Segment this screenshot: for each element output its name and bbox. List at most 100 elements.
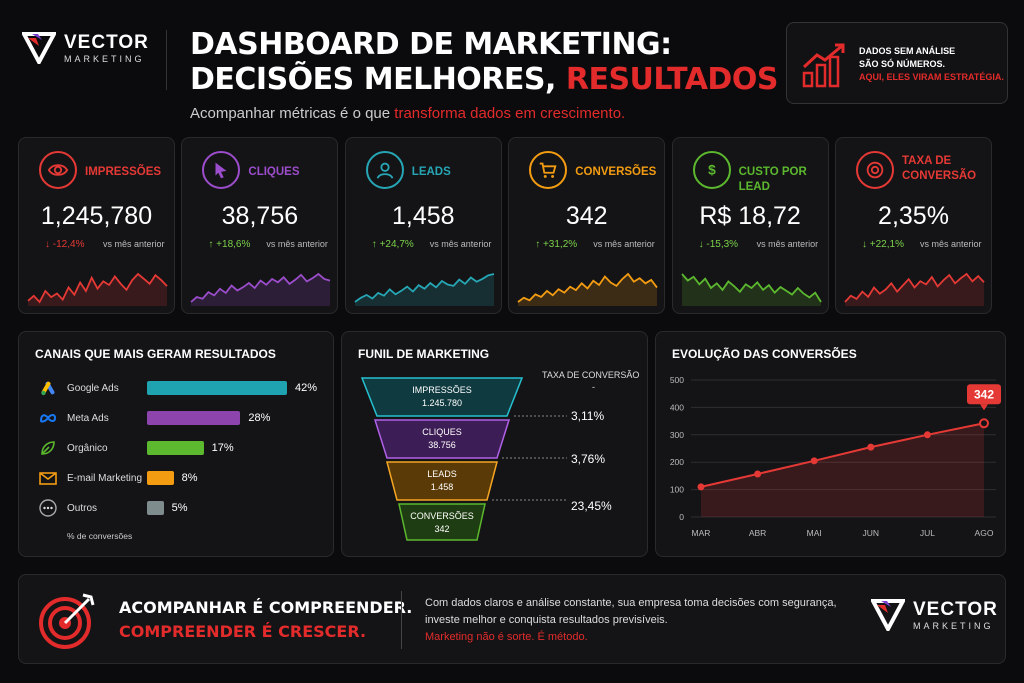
kpi-sparkline bbox=[190, 272, 331, 306]
kpi-change: ↓ +22,1% bbox=[862, 239, 904, 250]
channel-name: Outros bbox=[67, 502, 98, 514]
svg-text:$: $ bbox=[708, 163, 716, 178]
sparkline-area bbox=[354, 274, 494, 306]
y-tick-label: 300 bbox=[670, 430, 684, 440]
value-badge-pointer bbox=[980, 404, 988, 411]
kpi-vs: vs mês anterior bbox=[593, 239, 655, 249]
channels-note: % de conversões bbox=[67, 531, 133, 541]
data-point bbox=[923, 431, 931, 439]
channel-bar bbox=[147, 381, 287, 395]
kpi-card-3: CONVERSÕES 342 ↑ +31,2% vs mês anterior bbox=[508, 137, 666, 314]
footer-text2: investe melhor e conquista resultados pr… bbox=[425, 614, 668, 626]
callout-box: DADOS SEM ANÁLISE SÃO SÓ NÚMEROS. AQUI, … bbox=[786, 22, 1008, 104]
cursor-icon bbox=[202, 151, 241, 189]
sparkline-area bbox=[681, 274, 821, 306]
kpi-sparkline bbox=[844, 272, 985, 306]
evolution-chart: 0 100 200 300 400 500 MAR ABR MAI JUN JUL AGO 342 bbox=[670, 375, 1001, 538]
funnel-label-3: CONVERSÕES 342 bbox=[410, 511, 474, 534]
funnel-rate-1: 3,11% bbox=[571, 409, 605, 423]
channels-title: CANAIS QUE MAIS GERAM RESULTADOS bbox=[35, 347, 276, 361]
footer-text1: Com dados claros e análise constante, su… bbox=[425, 597, 837, 609]
data-point bbox=[810, 457, 818, 465]
subtitle-a: Acompanhar métricas é o que bbox=[190, 105, 391, 122]
x-tick-label: AGO bbox=[975, 528, 994, 538]
channel-pct: 42% bbox=[295, 382, 318, 394]
callout-line1: DADOS SEM ANÁLISE bbox=[859, 46, 956, 56]
kpi-value: 1,458 bbox=[392, 202, 455, 230]
sparkline-line bbox=[27, 272, 168, 304]
brand-name: VECTOR bbox=[64, 32, 149, 53]
funnel-card: FUNIL DE MARKETING TAXA DE CONVERSÃO - I… bbox=[341, 331, 648, 557]
subtitle-b: transforma dados em crescimento. bbox=[394, 105, 626, 122]
cart-icon bbox=[529, 151, 568, 189]
leaf-icon bbox=[37, 438, 59, 458]
sparkline-line bbox=[844, 272, 985, 303]
x-tick-label: MAR bbox=[692, 528, 711, 538]
x-tick-label: MAI bbox=[807, 528, 822, 538]
callout-line3: AQUI, ELES VIRAM ESTRATÉGIA. bbox=[859, 72, 1004, 82]
kpi-card-1: CLIQUES 38,756 ↑ +18,6% vs mês anterior bbox=[181, 137, 339, 314]
y-tick-label: 100 bbox=[670, 485, 684, 495]
growth-chart-icon bbox=[802, 43, 845, 88]
y-tick-label: 400 bbox=[670, 402, 684, 412]
kpi-value: 38,756 bbox=[221, 202, 299, 230]
footer-divider bbox=[401, 591, 402, 649]
funnel-rate-3: 23,45% bbox=[571, 499, 612, 513]
kpi-change: ↑ +24,7% bbox=[371, 239, 414, 250]
kpi-card-4: $ CUSTO POR LEAD R$ 18,72 ↓ -15,3% vs mês an… bbox=[671, 137, 829, 314]
kpi-vs: vs mês anterior bbox=[756, 239, 819, 249]
y-tick-label: 500 bbox=[670, 375, 684, 385]
page-title-line1: DASHBOARD DE MARKETING: bbox=[190, 27, 672, 62]
vector-logo-icon bbox=[22, 32, 56, 64]
channel-bar bbox=[147, 441, 204, 455]
target-icon bbox=[856, 151, 894, 189]
funnel-rate-2: 3,76% bbox=[571, 452, 606, 466]
channel-name: Meta Ads bbox=[67, 412, 109, 424]
kpi-card-2: LEADS 1,458 ↑ +24,7% vs mês anterior bbox=[344, 137, 502, 314]
channel-bar bbox=[147, 411, 241, 425]
channel-row: Orgânico 17% bbox=[37, 438, 327, 458]
callout-line2: SÃO SÓ NÚMEROS. bbox=[859, 59, 946, 69]
funnel-stage-cliques bbox=[373, 419, 511, 459]
channel-row: Google Ads 42% bbox=[37, 378, 327, 398]
rate-header: TAXA DE CONVERSÃO bbox=[542, 370, 640, 380]
sparkline-area bbox=[191, 274, 331, 306]
data-point bbox=[867, 443, 875, 451]
channel-pct: 5% bbox=[171, 502, 188, 514]
kpi-change: ↑ +31,2% bbox=[535, 239, 578, 250]
channel-name: Orgânico bbox=[67, 442, 108, 454]
footer-text3: Marketing não é sorte. É método. bbox=[425, 631, 588, 643]
kpi-value: 1,245,780 bbox=[40, 202, 153, 230]
footer-line2: COMPREENDER É CRESCER. bbox=[119, 622, 367, 641]
google-ads-icon bbox=[37, 378, 59, 398]
data-point bbox=[697, 483, 705, 491]
sparkline-line bbox=[517, 272, 658, 303]
target-arrow-icon bbox=[39, 593, 95, 649]
kpi-card-5: TAXA DE CONVERSÃO 2,35% ↓ +22,1% vs mês ant… bbox=[835, 137, 992, 314]
channel-name: E-mail Marketing bbox=[67, 472, 143, 484]
kpi-sparkline bbox=[354, 273, 495, 306]
x-tick-label: JUL bbox=[920, 528, 935, 538]
callout-text: DADOS SEM ANÁLISE SÃO SÓ NÚMEROS. AQUI, … bbox=[859, 45, 1004, 84]
sparkline-line bbox=[680, 273, 822, 303]
funnel-stage-conversoes bbox=[398, 503, 486, 541]
channel-pct: 8% bbox=[181, 472, 198, 484]
user-icon bbox=[365, 151, 404, 189]
header-divider bbox=[166, 30, 167, 90]
channel-bar bbox=[147, 471, 174, 485]
series-area bbox=[701, 423, 984, 517]
brand-sub: MARKETING bbox=[64, 54, 145, 64]
sparkline-area bbox=[845, 274, 984, 306]
funnel-label-1: CLIQUES 38.756 bbox=[422, 427, 462, 450]
kpi-vs: vs mês anterior bbox=[266, 239, 328, 249]
mail-icon bbox=[37, 468, 59, 488]
channel-row: Meta Ads 28% bbox=[37, 408, 327, 428]
funnel-stage-impressoes bbox=[360, 377, 524, 417]
funnel-graphic bbox=[360, 377, 567, 541]
kpi-label: TAXA DE CONVERSÃO bbox=[902, 155, 977, 182]
footer-logo: VECTOR MARKETING bbox=[871, 599, 998, 631]
footer-brand-name: VECTOR bbox=[913, 599, 998, 620]
sparkline-line bbox=[354, 273, 495, 303]
footer-brand-sub: MARKETING bbox=[913, 621, 994, 631]
channel-row: Outros 5% bbox=[37, 498, 327, 518]
